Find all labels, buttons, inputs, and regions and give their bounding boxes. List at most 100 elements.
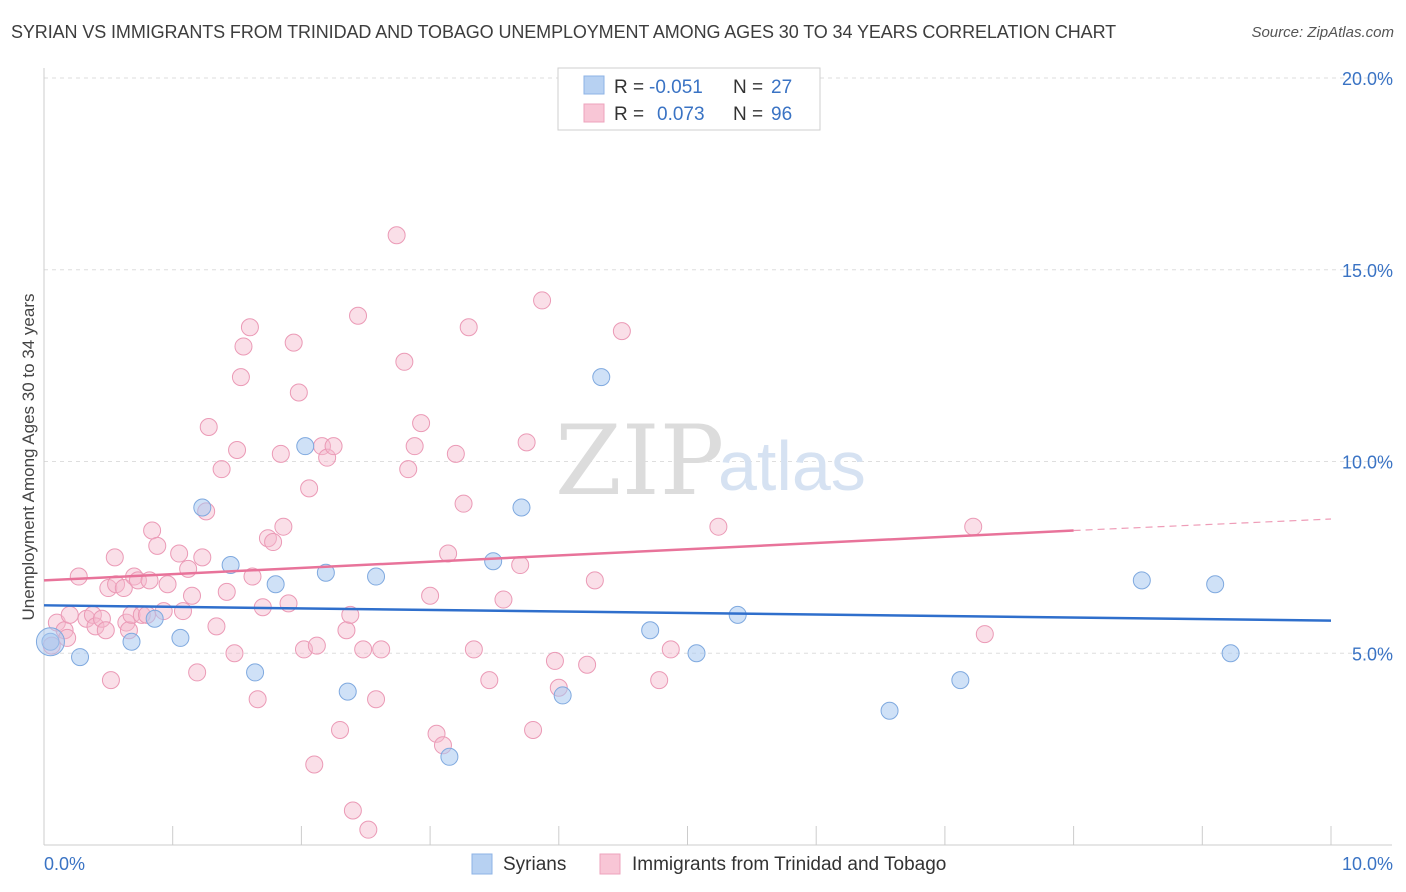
trinidad-point <box>228 440 247 459</box>
syrian-point <box>1206 575 1225 594</box>
syrian-point <box>367 567 386 586</box>
trinidad-point <box>243 567 262 586</box>
syrian-point <box>1132 571 1151 590</box>
trinidad-point <box>349 306 368 325</box>
trinidad-point <box>354 640 373 659</box>
trinidad-point <box>709 517 728 536</box>
trinidad-point <box>158 575 177 594</box>
trinidad-point <box>964 517 983 536</box>
syrian-point <box>512 498 531 517</box>
axes <box>43 68 1392 846</box>
trinidad-point <box>585 571 604 590</box>
trinidad-point <box>459 318 478 337</box>
trinidad-point <box>92 609 111 628</box>
trinidad-point <box>173 602 192 621</box>
legend-n-label-2: N = <box>733 104 763 125</box>
trinidad-point <box>454 494 473 513</box>
syrian-point <box>687 644 706 663</box>
y-tick-label: 5.0% <box>1352 644 1393 664</box>
gridlines <box>44 77 1392 654</box>
syrian-point-cluster <box>35 627 65 657</box>
trinidad-point <box>372 640 391 659</box>
trinidad-point <box>359 820 378 839</box>
syrian-point <box>221 556 240 575</box>
syrian-point <box>145 609 164 628</box>
trinidad-point <box>212 460 231 479</box>
trinidad-point <box>367 690 386 709</box>
x-tick-label: 10.0% <box>1342 854 1393 874</box>
trinidad-point <box>217 582 236 601</box>
trinidad-point <box>231 368 250 387</box>
trinidad-point <box>271 444 290 463</box>
tick-labels: 5.0% 10.0% 15.0% 20.0% 0.0% 10.0% <box>44 69 1393 874</box>
syrian-point <box>296 437 315 456</box>
trinidad-point <box>248 690 267 709</box>
trinidad-point <box>612 322 631 341</box>
trinidad-point <box>289 383 308 402</box>
legend-box: R = -0.051 N = 27 R = 0.073 N = 96 <box>557 67 821 131</box>
trinidad-point <box>661 640 680 659</box>
trinidad-point <box>533 291 552 310</box>
trinidad-point <box>494 590 513 609</box>
watermark-atlas: atlas <box>718 427 866 505</box>
data-points <box>35 226 1240 839</box>
bottom-legend-swatch-syrians <box>471 853 493 875</box>
trinidad-point <box>274 517 293 536</box>
trinidad-point <box>331 720 350 739</box>
trinidad-point <box>650 671 669 690</box>
syrian-point <box>171 628 190 647</box>
trinidad-point <box>69 567 88 586</box>
watermark: ZIP atlas <box>555 405 866 517</box>
trinidad-point <box>300 479 319 498</box>
y-tick-label: 15.0% <box>1342 261 1393 281</box>
bottom-legend-label-trinidad: Immigrants from Trinidad and Tobago <box>632 854 946 875</box>
legend-swatch-syrians <box>583 75 605 95</box>
trinidad-point <box>86 617 105 636</box>
trinidad-point <box>399 460 418 479</box>
trinidad-point <box>511 556 530 575</box>
syrian-point <box>484 552 503 571</box>
trinidad-point <box>446 444 465 463</box>
trinidad-trend-line <box>43 529 1074 582</box>
syrian-point <box>641 621 660 640</box>
trend-lines <box>43 518 1332 622</box>
trinidad-point <box>524 720 543 739</box>
trinidad-point <box>427 724 446 743</box>
bottom-legend-swatch-trinidad <box>599 853 621 875</box>
trinidad-point <box>324 437 343 456</box>
trinidad-point <box>307 636 326 655</box>
trinidad-point <box>464 640 483 659</box>
trinidad-point <box>517 433 536 452</box>
trinidad-trend-extension <box>1073 518 1332 532</box>
syrian-point <box>440 747 459 766</box>
legend-r-value-1: -0.051 <box>649 77 703 98</box>
y-axis-label: Unemployment Among Ages 30 to 34 years <box>19 294 38 621</box>
trinidad-point <box>143 521 162 540</box>
trinidad-point <box>975 625 994 644</box>
legend-r-label-2: R = <box>614 104 644 125</box>
trinidad-point <box>183 586 202 605</box>
syrian-point <box>246 663 265 682</box>
trinidad-point <box>240 318 259 337</box>
syrian-point <box>880 701 899 720</box>
trinidad-point <box>105 548 124 567</box>
legend-n-label-1: N = <box>733 77 763 98</box>
trinidad-point <box>395 352 414 371</box>
watermark-zip: ZIP <box>555 405 724 517</box>
syrian-point <box>266 575 285 594</box>
trinidad-point <box>284 333 303 352</box>
syrian-point <box>316 563 335 582</box>
chart-title: SYRIAN VS IMMIGRANTS FROM TRINIDAD AND T… <box>11 22 1117 42</box>
legend-r-label-1: R = <box>614 77 644 98</box>
trinidad-point <box>170 544 189 563</box>
trinidad-point <box>480 671 499 690</box>
syrian-point <box>338 682 357 701</box>
trinidad-point <box>305 755 324 774</box>
trinidad-point <box>188 663 207 682</box>
trinidad-point <box>101 671 120 690</box>
legend-n-value-2: 96 <box>771 104 792 125</box>
source-label: Source: ZipAtlas.com <box>1251 24 1394 41</box>
trinidad-point <box>412 414 431 433</box>
bottom-legend: Syrians Immigrants from Trinidad and Tob… <box>471 853 946 875</box>
